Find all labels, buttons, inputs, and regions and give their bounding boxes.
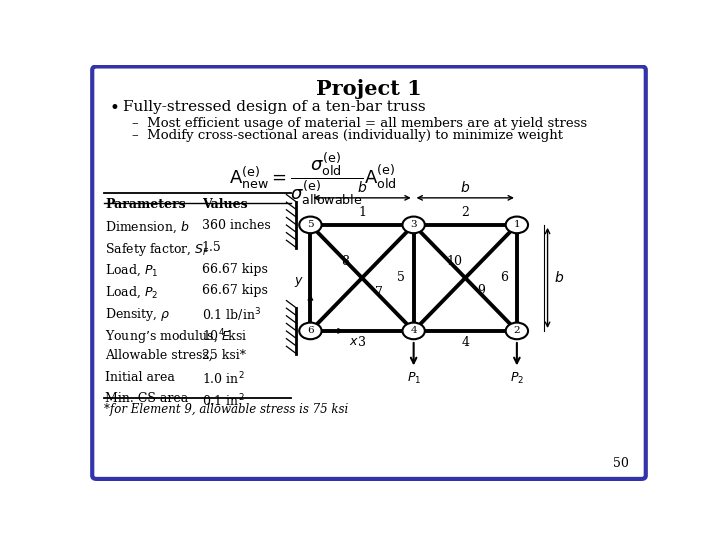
Text: Dimension, $b$: Dimension, $b$ [105,219,189,235]
Text: 1.5: 1.5 [202,241,221,254]
Text: Young’s modulus, $E$: Young’s modulus, $E$ [105,328,231,345]
Text: $b$: $b$ [554,271,564,286]
Text: 10$^4$ ksi: 10$^4$ ksi [202,328,247,344]
Text: •: • [109,100,120,117]
Text: 66.67 kips: 66.67 kips [202,285,267,298]
Text: Parameters: Parameters [105,198,186,211]
Text: 4: 4 [410,326,417,335]
Text: 1: 1 [513,220,520,230]
Text: 3: 3 [358,336,366,349]
Text: 6: 6 [307,326,314,335]
Text: Min. CS area: Min. CS area [105,393,189,406]
Text: Allowable stress,: Allowable stress, [105,349,212,362]
Text: Density, $\rho$: Density, $\rho$ [105,306,171,323]
Text: 9: 9 [477,284,485,297]
Text: 1: 1 [358,206,366,219]
Text: 8: 8 [341,255,349,268]
Text: Project 1: Project 1 [316,79,422,99]
Text: $y$: $y$ [294,275,304,289]
Text: 6: 6 [500,272,508,285]
Text: Fully-stressed design of a ten-bar truss: Fully-stressed design of a ten-bar truss [124,100,426,114]
Text: 4: 4 [462,336,469,349]
Text: $P_2$: $P_2$ [510,370,524,386]
Text: $b$: $b$ [357,179,367,194]
Text: 5: 5 [397,272,405,285]
Text: 3: 3 [410,220,417,230]
Text: $x$: $x$ [349,335,359,348]
Text: 1.0 in$^2$: 1.0 in$^2$ [202,371,244,387]
Circle shape [300,217,322,233]
Text: –  Most efficient usage of material = all members are at yield stress: – Most efficient usage of material = all… [132,117,587,130]
Text: 50: 50 [613,457,629,470]
Text: $P_1$: $P_1$ [407,370,420,386]
Text: Safety factor, $S_F$: Safety factor, $S_F$ [105,241,210,258]
Circle shape [402,322,425,339]
Text: $b$: $b$ [460,179,470,194]
Text: 25 ksi*: 25 ksi* [202,349,246,362]
Text: 2: 2 [513,326,520,335]
Text: $\mathregular{A}_{\mathregular{new}}^{(\mathregular{e})} = \dfrac{\sigma_{\mathr: $\mathregular{A}_{\mathregular{new}}^{(\… [230,150,397,207]
Text: Initial area: Initial area [105,371,175,384]
Circle shape [505,217,528,233]
Text: 7: 7 [375,286,383,299]
Text: 2: 2 [462,206,469,219]
Text: –  Modify cross-sectional areas (individually) to minimize weight: – Modify cross-sectional areas (individu… [132,129,563,142]
Text: 0.1 in$^2$: 0.1 in$^2$ [202,393,244,409]
Text: Load, $P_2$: Load, $P_2$ [105,285,158,300]
Circle shape [505,322,528,339]
Circle shape [402,217,425,233]
Text: 66.67 kips: 66.67 kips [202,263,267,276]
Text: Load, $P_1$: Load, $P_1$ [105,263,158,278]
Text: 0.1 lb/in$^3$: 0.1 lb/in$^3$ [202,306,261,323]
Text: Values: Values [202,198,247,211]
FancyBboxPatch shape [92,66,646,479]
Text: 360 inches: 360 inches [202,219,270,233]
Text: 10: 10 [446,255,462,268]
Circle shape [300,322,322,339]
Text: 5: 5 [307,220,314,230]
Text: *for Element 9, allowable stress is 75 ksi: *for Element 9, allowable stress is 75 k… [104,403,348,416]
